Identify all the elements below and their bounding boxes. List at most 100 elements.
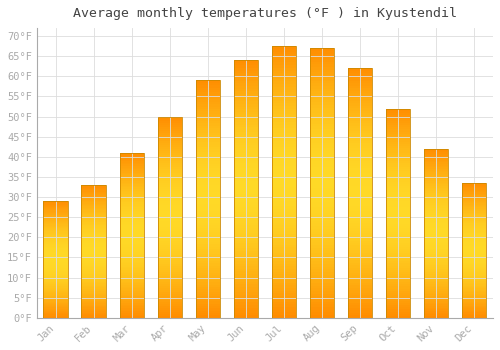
Bar xyxy=(424,289,448,291)
Bar xyxy=(158,117,182,318)
Bar xyxy=(44,217,68,219)
Bar xyxy=(386,108,410,318)
Bar xyxy=(462,307,486,308)
Bar xyxy=(348,258,372,260)
Bar xyxy=(44,201,68,318)
Bar xyxy=(272,82,296,84)
Bar xyxy=(196,204,220,206)
Bar xyxy=(272,304,296,307)
Bar xyxy=(424,228,448,230)
Bar xyxy=(44,273,68,275)
Bar xyxy=(234,71,258,73)
Bar xyxy=(310,48,334,318)
Bar xyxy=(82,274,106,275)
Bar xyxy=(272,98,296,100)
Bar xyxy=(462,254,486,256)
Bar xyxy=(386,138,410,140)
Bar xyxy=(462,202,486,203)
Bar xyxy=(82,238,106,239)
Bar xyxy=(82,282,106,284)
Bar xyxy=(348,71,372,73)
Bar xyxy=(234,285,258,287)
Bar xyxy=(44,317,68,318)
Bar xyxy=(272,60,296,62)
Bar xyxy=(272,264,296,266)
Bar xyxy=(348,283,372,285)
Bar xyxy=(272,242,296,245)
Bar xyxy=(310,199,334,202)
Bar xyxy=(348,303,372,306)
Bar xyxy=(310,164,334,167)
Bar xyxy=(234,181,258,184)
Bar xyxy=(272,261,296,264)
Bar xyxy=(424,316,448,318)
Bar xyxy=(424,242,448,244)
Bar xyxy=(120,216,144,217)
Bar xyxy=(310,196,334,199)
Bar xyxy=(310,275,334,278)
Bar xyxy=(386,174,410,176)
Bar xyxy=(120,310,144,311)
Bar xyxy=(386,222,410,224)
Bar xyxy=(158,237,182,239)
Bar xyxy=(82,296,106,298)
Bar xyxy=(462,304,486,306)
Bar xyxy=(196,163,220,166)
Bar xyxy=(310,253,334,256)
Bar xyxy=(44,286,68,287)
Bar xyxy=(462,286,486,287)
Bar xyxy=(196,242,220,244)
Bar xyxy=(234,207,258,210)
Bar xyxy=(272,49,296,51)
Bar xyxy=(82,210,106,212)
Bar xyxy=(462,264,486,265)
Bar xyxy=(386,293,410,295)
Bar xyxy=(310,218,334,221)
Bar xyxy=(462,187,486,188)
Bar xyxy=(310,242,334,245)
Bar xyxy=(272,179,296,182)
Bar xyxy=(120,211,144,212)
Bar xyxy=(310,62,334,64)
Bar xyxy=(386,251,410,253)
Bar xyxy=(310,48,334,51)
Bar xyxy=(424,287,448,289)
Bar xyxy=(310,110,334,113)
Bar xyxy=(196,88,220,90)
Bar xyxy=(158,187,182,189)
Bar xyxy=(462,205,486,206)
Bar xyxy=(310,240,334,242)
Bar xyxy=(310,245,334,248)
Bar xyxy=(348,98,372,101)
Bar xyxy=(196,109,220,111)
Bar xyxy=(196,275,220,278)
Bar xyxy=(158,266,182,267)
Bar xyxy=(462,228,486,229)
Bar xyxy=(272,144,296,147)
Bar xyxy=(386,198,410,201)
Bar xyxy=(234,153,258,155)
Bar xyxy=(272,266,296,269)
Bar xyxy=(234,109,258,112)
Bar xyxy=(234,261,258,264)
Bar xyxy=(310,159,334,161)
Bar xyxy=(158,133,182,135)
Bar xyxy=(310,183,334,186)
Bar xyxy=(424,157,448,159)
Bar xyxy=(196,278,220,280)
Bar xyxy=(424,149,448,318)
Bar xyxy=(272,122,296,125)
Bar xyxy=(272,163,296,166)
Bar xyxy=(120,214,144,216)
Bar xyxy=(44,229,68,230)
Bar xyxy=(196,199,220,202)
Bar xyxy=(348,146,372,148)
Bar xyxy=(424,238,448,240)
Bar xyxy=(82,239,106,241)
Bar xyxy=(272,313,296,315)
Bar xyxy=(82,221,106,222)
Bar xyxy=(82,236,106,237)
Bar xyxy=(120,248,144,250)
Bar xyxy=(310,99,334,102)
Bar xyxy=(348,256,372,258)
